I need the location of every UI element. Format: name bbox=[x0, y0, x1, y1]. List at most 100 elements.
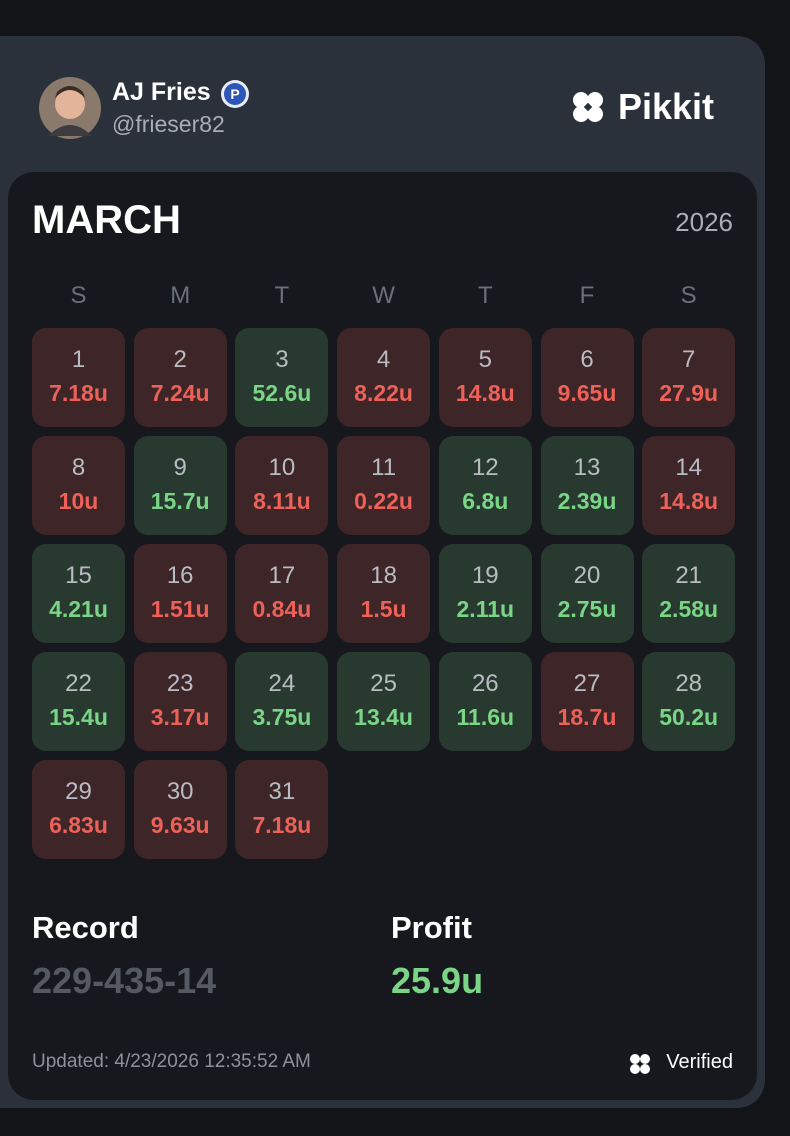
day-cell: 14 14.8u bbox=[642, 436, 736, 535]
day-cell: 10 8.11u bbox=[235, 436, 329, 535]
weekday: S bbox=[680, 282, 697, 309]
user-handle: @frieser82 bbox=[112, 111, 225, 137]
user-name: AJ Fries bbox=[112, 78, 211, 106]
day-cell: 28 50.2u bbox=[642, 652, 736, 751]
day-number: 15 bbox=[65, 562, 92, 589]
day-cell: 7 27.9u bbox=[642, 328, 736, 427]
day-amount: 10u bbox=[58, 488, 99, 514]
day-amount: 1.51u bbox=[150, 596, 210, 622]
day-amount: 3.75u bbox=[252, 704, 312, 730]
day-cell: 26 11.6u bbox=[438, 652, 532, 751]
day-cell: 15 4.21u bbox=[32, 544, 125, 643]
day-cell: 9 15.7u bbox=[133, 436, 227, 535]
day-cell: 5 14.8u bbox=[438, 328, 532, 427]
day-number: 22 bbox=[65, 670, 92, 697]
day-amount: 9.63u bbox=[150, 812, 210, 838]
weekday: T bbox=[477, 282, 493, 309]
day-number: 28 bbox=[675, 670, 703, 697]
day-number: 21 bbox=[675, 562, 703, 589]
day-cell: 18 1.5u bbox=[337, 544, 431, 643]
day-number: 10 bbox=[268, 454, 296, 481]
day-amount: 8.11u bbox=[253, 488, 311, 514]
year: 2026 bbox=[675, 207, 733, 237]
day-number: 4 bbox=[376, 346, 391, 373]
day-cell: 31 7.18u bbox=[235, 760, 329, 859]
day-cell: 4 8.22u bbox=[337, 328, 431, 427]
day-amount: 27.9u bbox=[659, 380, 719, 406]
day-number: 27 bbox=[573, 670, 601, 697]
day-number: 25 bbox=[370, 670, 397, 697]
day-amount: 3.17u bbox=[150, 704, 210, 730]
day-cell: 12 6.8u bbox=[438, 436, 532, 535]
badge: P bbox=[221, 80, 249, 108]
day-cell: 29 6.83u bbox=[32, 760, 125, 859]
record-value: 229-435-14 bbox=[32, 960, 217, 1001]
day-amount: 2.58u bbox=[659, 596, 719, 622]
day-cell: 3 52.6u bbox=[235, 328, 329, 427]
weekday: T bbox=[274, 282, 290, 309]
day-number: 3 bbox=[275, 346, 289, 373]
day-amount: 2.11u bbox=[456, 596, 515, 622]
day-number: 18 bbox=[370, 562, 397, 589]
day-number: 17 bbox=[268, 562, 296, 589]
day-amount: 9.65u bbox=[557, 380, 617, 406]
day-number: 31 bbox=[268, 778, 296, 805]
day-number: 8 bbox=[71, 454, 86, 481]
day-amount: 14.8u bbox=[455, 380, 515, 406]
day-amount: 0.22u bbox=[354, 488, 413, 514]
day-number: 19 bbox=[471, 562, 499, 589]
weekday: W bbox=[372, 282, 395, 309]
day-number: 20 bbox=[573, 562, 601, 589]
day-number: 13 bbox=[573, 454, 601, 481]
day-number: 29 bbox=[65, 778, 92, 805]
weekday: M bbox=[170, 282, 191, 309]
updated: Updated: 4/23/2026 12:35:52 AM bbox=[32, 1051, 311, 1072]
day-number: 24 bbox=[268, 670, 296, 697]
day-cell: 23 3.17u bbox=[133, 652, 227, 751]
day-amount: 7.18u bbox=[252, 812, 312, 838]
day-cell: 30 9.63u bbox=[133, 760, 227, 859]
day-cell: 27 18.7u bbox=[540, 652, 634, 751]
day-cell: 19 2.11u bbox=[438, 544, 532, 643]
weekday: F bbox=[579, 282, 595, 309]
record-label: Record bbox=[32, 910, 139, 945]
day-cell: 8 10u bbox=[32, 436, 125, 535]
day-amount: 2.75u bbox=[557, 596, 617, 622]
brand-name: Pikkit bbox=[618, 86, 715, 127]
day-number: 6 bbox=[580, 346, 594, 373]
day-amount: 7.18u bbox=[49, 380, 108, 406]
day-cell: 22 15.4u bbox=[32, 652, 125, 751]
day-amount: 7.24u bbox=[150, 380, 210, 406]
day-cell: 16 1.51u bbox=[133, 544, 227, 643]
day-cell: 13 2.39u bbox=[540, 436, 634, 535]
day-amount: 50.2u bbox=[659, 704, 719, 730]
day-amount: 8.22u bbox=[354, 380, 413, 406]
day-amount: 6.83u bbox=[49, 812, 108, 838]
profit-value: 25.9u bbox=[391, 960, 484, 1001]
day-number: 14 bbox=[675, 454, 703, 481]
day-cell: 24 3.75u bbox=[235, 652, 329, 751]
day-amount: 13.4u bbox=[354, 704, 413, 730]
day-number: 23 bbox=[166, 670, 194, 697]
verified-icon bbox=[630, 1054, 650, 1074]
day-amount: 1.5u bbox=[360, 596, 407, 622]
day-amount: 2.39u bbox=[557, 488, 617, 514]
day-amount: 15.4u bbox=[49, 704, 108, 730]
day-number: 11 bbox=[371, 454, 397, 481]
day-amount: 18.7u bbox=[557, 704, 617, 730]
day-number: 12 bbox=[471, 454, 499, 481]
day-cell: 2 7.24u bbox=[133, 328, 227, 427]
weekday: S bbox=[70, 282, 87, 309]
day-number: 7 bbox=[682, 346, 696, 373]
day-number: 2 bbox=[173, 346, 187, 373]
profit-label: Profit bbox=[391, 910, 472, 945]
day-number: 16 bbox=[166, 562, 194, 589]
day-amount: 4.21u bbox=[49, 596, 108, 622]
day-amount: 15.7u bbox=[150, 488, 210, 514]
month: MARCH bbox=[32, 198, 181, 242]
day-number: 1 bbox=[71, 346, 86, 373]
svg-text:P: P bbox=[230, 86, 239, 102]
day-cell: 11 0.22u bbox=[337, 436, 431, 535]
day-cell: 17 0.84u bbox=[235, 544, 329, 643]
